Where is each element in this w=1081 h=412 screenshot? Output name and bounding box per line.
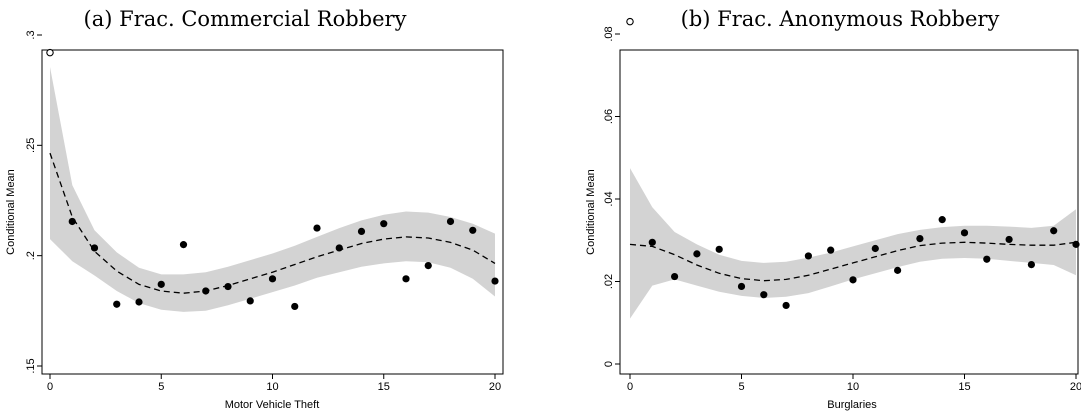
- y-axis-label: Conditional Mean: [585, 169, 597, 255]
- y-tick-label: .15: [25, 358, 37, 373]
- data-point: [1005, 235, 1013, 244]
- data-point: [804, 252, 813, 260]
- data-point: [938, 216, 946, 224]
- plot-frame: [41, 49, 504, 375]
- fitted-line: [49, 152, 496, 294]
- data-point: [827, 246, 835, 254]
- data-point: [894, 266, 902, 274]
- fitted-line: [629, 241, 1077, 282]
- y-tick-label: .04: [603, 191, 615, 206]
- x-tick-label: 20: [489, 381, 501, 393]
- x-tick-label: 0: [47, 381, 53, 393]
- data-point: [179, 241, 188, 249]
- data-point: [424, 261, 432, 270]
- hollow-data-point: [626, 17, 634, 26]
- data-point: [313, 224, 321, 232]
- data-point: [648, 238, 656, 246]
- data-point: [960, 229, 969, 237]
- x-tick-label: 5: [738, 381, 744, 393]
- data-point: [916, 235, 924, 243]
- data-point: [983, 255, 991, 263]
- plot-frame: [619, 49, 1079, 375]
- x-tick-label: 10: [266, 381, 278, 393]
- hollow-data-point: [46, 48, 54, 57]
- y-tick-label: 0: [603, 361, 615, 367]
- x-tick-label: 20: [1070, 381, 1081, 393]
- data-point: [335, 244, 343, 252]
- data-point: [671, 272, 679, 281]
- data-point: [715, 245, 723, 253]
- data-point: [737, 282, 746, 291]
- panel-anonymous-robbery: (b) Frac. Anonymous Robbery 0 5 10 15 20 0 .0…: [585, 7, 1081, 411]
- data-point: [90, 244, 99, 252]
- y-tick-label: .06: [603, 109, 615, 124]
- data-point: [224, 282, 232, 291]
- x-tick-label: 15: [958, 381, 970, 393]
- data-point: [135, 298, 143, 306]
- panel-title: (b) Frac. Anonymous Robbery: [681, 7, 1000, 31]
- data-point: [380, 220, 388, 228]
- panel-commercial-robbery: (a) Frac. Commercial Robbery 0 5 10 15 20 .1…: [5, 7, 504, 411]
- data-point: [291, 302, 299, 311]
- data-point: [760, 291, 768, 299]
- data-point: [693, 250, 701, 258]
- confidence-band: [50, 67, 495, 312]
- data-point: [1072, 240, 1080, 248]
- y-tick-label: .2: [25, 251, 37, 260]
- y-tick-label: .08: [603, 26, 615, 41]
- y-tick-label: .3: [25, 30, 37, 39]
- data-point: [202, 287, 210, 295]
- data-point: [157, 280, 165, 288]
- x-tick-label: 5: [158, 381, 164, 393]
- data-point: [357, 227, 366, 235]
- x-axis-label: Burglaries: [827, 399, 877, 411]
- x-tick-label: 0: [627, 381, 633, 393]
- data-point: [782, 301, 790, 310]
- x-tick-label: 10: [847, 381, 859, 393]
- y-tick-label: .02: [603, 274, 615, 289]
- data-point: [469, 226, 477, 234]
- data-point: [246, 297, 254, 305]
- data-point: [491, 277, 499, 285]
- x-tick-label: 15: [378, 381, 390, 393]
- x-axis-label: Motor Vehicle Theft: [225, 399, 320, 411]
- data-point: [68, 217, 76, 226]
- confidence-band: [630, 168, 1076, 319]
- data-point: [871, 244, 879, 253]
- data-point: [113, 300, 121, 308]
- data-point: [446, 217, 455, 226]
- data-point: [402, 275, 410, 283]
- data-point: [268, 275, 277, 283]
- data-point: [1050, 227, 1058, 235]
- panel-title: (a) Frac. Commercial Robbery: [84, 7, 407, 31]
- y-axis-label: Conditional Mean: [5, 169, 17, 255]
- data-point: [849, 276, 857, 284]
- y-tick-label: .25: [25, 138, 37, 153]
- data-point: [1027, 260, 1035, 269]
